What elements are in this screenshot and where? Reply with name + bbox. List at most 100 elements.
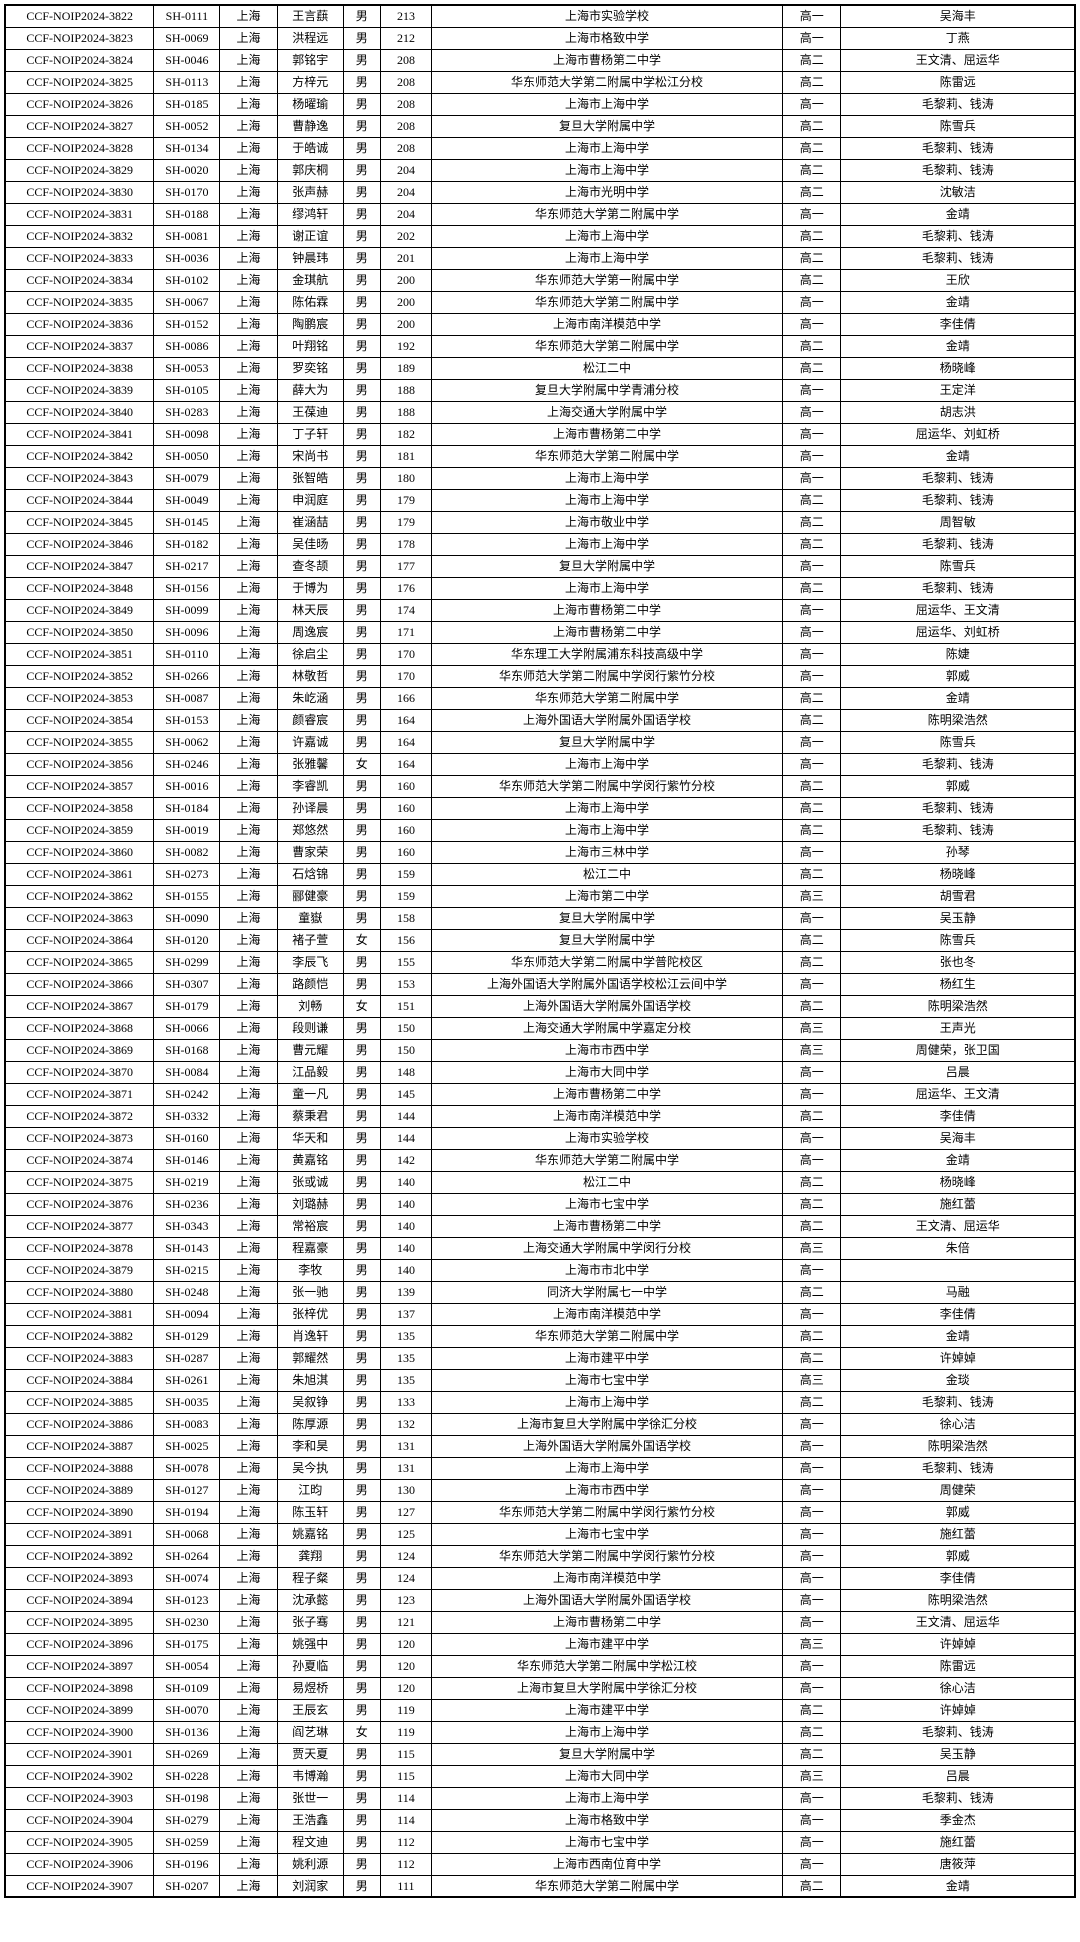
table-row: CCF-NOIP2024-3881SH-0094上海张梓优男137上海市南洋模范… (5, 1303, 1075, 1325)
table-cell: 182 (380, 423, 431, 445)
table-cell: 唐筱萍 (841, 1853, 1075, 1875)
table-cell: CCF-NOIP2024-3860 (5, 841, 154, 863)
table-cell: 212 (380, 27, 431, 49)
table-cell: 男 (343, 775, 380, 797)
table-cell: 上海市实验学校 (431, 5, 782, 27)
table-cell: SH-0230 (154, 1611, 220, 1633)
table-cell: 张声赫 (277, 181, 343, 203)
table-row: CCF-NOIP2024-3889SH-0127上海江昀男130上海市市西中学高… (5, 1479, 1075, 1501)
table-cell: 郭威 (841, 1501, 1075, 1523)
table-cell: 男 (343, 1875, 380, 1897)
table-cell: 150 (380, 1017, 431, 1039)
table-cell: 上海市敬业中学 (431, 511, 782, 533)
table-cell: 男 (343, 555, 380, 577)
table-cell: 陈佑霖 (277, 291, 343, 313)
table-cell: CCF-NOIP2024-3869 (5, 1039, 154, 1061)
table-cell: CCF-NOIP2024-3865 (5, 951, 154, 973)
table-cell: 160 (380, 819, 431, 841)
table-row: CCF-NOIP2024-3863SH-0090上海童嶽男158复旦大学附属中学… (5, 907, 1075, 929)
table-cell: 高二 (782, 225, 840, 247)
table-cell: 150 (380, 1039, 431, 1061)
table-row: CCF-NOIP2024-3868SH-0066上海段则谦男150上海交通大学附… (5, 1017, 1075, 1039)
table-cell: 上海 (220, 709, 277, 731)
table-cell: 上海 (220, 555, 277, 577)
table-cell: 复旦大学附属中学 (431, 907, 782, 929)
table-cell: 124 (380, 1545, 431, 1567)
table-cell: 高二 (782, 49, 840, 71)
table-cell: 高二 (782, 1193, 840, 1215)
table-cell: SH-0068 (154, 1523, 220, 1545)
table-cell: SH-0145 (154, 511, 220, 533)
table-cell: 毛黎莉、钱涛 (841, 577, 1075, 599)
table-cell: 上海 (220, 291, 277, 313)
table-cell: 上海 (220, 995, 277, 1017)
table-cell: 上海市曹杨第二中学 (431, 599, 782, 621)
table-cell: SH-0087 (154, 687, 220, 709)
table-cell: 高一 (782, 973, 840, 995)
table-cell: 男 (343, 1545, 380, 1567)
table-cell: SH-0113 (154, 71, 220, 93)
table-cell: 高二 (782, 357, 840, 379)
table-cell: 上海 (220, 1105, 277, 1127)
table-cell: 上海 (220, 115, 277, 137)
table-cell: 华东师范大学第二附属中学闵行紫竹分校 (431, 1545, 782, 1567)
table-cell: 江昀 (277, 1479, 343, 1501)
table-cell: CCF-NOIP2024-3855 (5, 731, 154, 753)
table-cell: 刘畅 (277, 995, 343, 1017)
table-cell: 上海市上海中学 (431, 137, 782, 159)
table-cell: 高二 (782, 511, 840, 533)
table-cell: 施红蕾 (841, 1193, 1075, 1215)
table-cell: 高二 (782, 1391, 840, 1413)
table-cell: 王声光 (841, 1017, 1075, 1039)
table-row: CCF-NOIP2024-3884SH-0261上海朱旭淇男135上海市七宝中学… (5, 1369, 1075, 1391)
table-cell: 上海市格致中学 (431, 27, 782, 49)
table-row: CCF-NOIP2024-3861SH-0273上海石焓锦男159松江二中高二杨… (5, 863, 1075, 885)
table-cell: 陈雪兵 (841, 555, 1075, 577)
table-cell: 华东师范大学第二附属中学 (431, 203, 782, 225)
table-cell: 路颜恺 (277, 973, 343, 995)
table-cell: SH-0182 (154, 533, 220, 555)
table-cell: 男 (343, 1567, 380, 1589)
table-cell: 上海市上海中学 (431, 753, 782, 775)
table-row: CCF-NOIP2024-3837SH-0086上海叶翔铭男192华东师范大学第… (5, 335, 1075, 357)
table-cell: 男 (343, 181, 380, 203)
table-cell: 毛黎莉、钱涛 (841, 467, 1075, 489)
table-cell: 上海 (220, 1809, 277, 1831)
table-cell: 胡雪君 (841, 885, 1075, 907)
table-cell: 男 (343, 269, 380, 291)
table-cell: CCF-NOIP2024-3858 (5, 797, 154, 819)
table-cell: 华东师范大学第二附属中学松江校 (431, 1655, 782, 1677)
table-row: CCF-NOIP2024-3900SH-0136上海阎艺琳女119上海市上海中学… (5, 1721, 1075, 1743)
table-cell: SH-0098 (154, 423, 220, 445)
table-cell: SH-0156 (154, 577, 220, 599)
table-cell: SH-0279 (154, 1809, 220, 1831)
table-cell: 男 (343, 445, 380, 467)
table-cell: 陈雪兵 (841, 115, 1075, 137)
table-cell: 高二 (782, 1721, 840, 1743)
table-cell: 王欣 (841, 269, 1075, 291)
table-cell: 女 (343, 753, 380, 775)
table-row: CCF-NOIP2024-3890SH-0194上海陈玉轩男127华东师范大学第… (5, 1501, 1075, 1523)
table-cell: 男 (343, 115, 380, 137)
table-row: CCF-NOIP2024-3827SH-0052上海曹静逸男208复旦大学附属中… (5, 115, 1075, 137)
table-cell: 119 (380, 1699, 431, 1721)
table-cell: CCF-NOIP2024-3872 (5, 1105, 154, 1127)
table-cell: SH-0299 (154, 951, 220, 973)
table-cell: CCF-NOIP2024-3830 (5, 181, 154, 203)
table-row: CCF-NOIP2024-3823SH-0069上海洪程远男212上海市格致中学… (5, 27, 1075, 49)
table-cell: 张一驰 (277, 1281, 343, 1303)
table-cell: 男 (343, 951, 380, 973)
table-cell: 段则谦 (277, 1017, 343, 1039)
table-cell: 上海 (220, 753, 277, 775)
table-cell: 上海市上海中学 (431, 577, 782, 599)
table-cell: 宋尚书 (277, 445, 343, 467)
table-cell: CCF-NOIP2024-3844 (5, 489, 154, 511)
table-cell: 高二 (782, 1699, 840, 1721)
table-cell: 男 (343, 1655, 380, 1677)
table-cell: 上海 (220, 1545, 277, 1567)
table-cell: 上海市市西中学 (431, 1039, 782, 1061)
table-cell: SH-0152 (154, 313, 220, 335)
table-cell: 137 (380, 1303, 431, 1325)
table-cell: 毛黎莉、钱涛 (841, 533, 1075, 555)
table-cell: CCF-NOIP2024-3866 (5, 973, 154, 995)
